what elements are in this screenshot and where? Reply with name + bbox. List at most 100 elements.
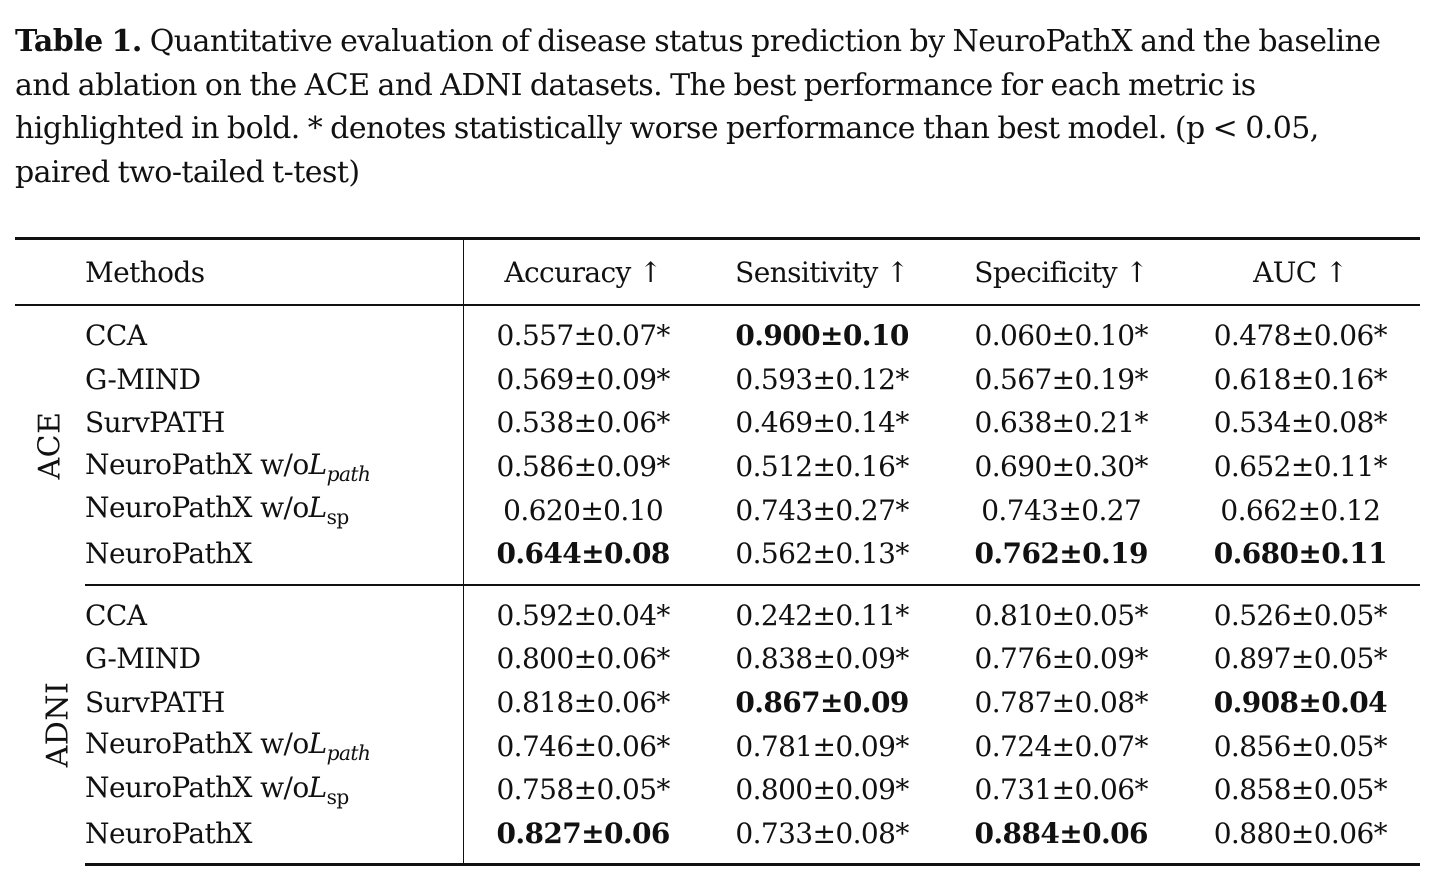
specificity-cell: 0.743±0.27 (981, 493, 1142, 527)
method-cell: G-MIND (85, 637, 464, 681)
table-row: NeuroPathX w/oLpath 0.586±0.09* 0.512±0.… (15, 444, 1420, 489)
auc-cell: 0.680±0.11 (1180, 531, 1420, 586)
table-row: NeuroPathX w/oLpath 0.746±0.06* 0.781±0.… (15, 724, 1420, 768)
accuracy-cell: 0.569±0.09* (496, 362, 670, 396)
accuracy-cell: 0.592±0.04* (496, 598, 670, 632)
specificity-cell: 0.776±0.09* (974, 642, 1149, 676)
loss-symbol: L (308, 770, 328, 804)
loss-symbol: L (308, 727, 328, 761)
sensitivity-cell: 0.867±0.09 (735, 686, 909, 720)
loss-subscript: sp (326, 784, 350, 809)
table-row: NeuroPathX w/oLsp 0.758±0.05* 0.800±0.09… (15, 767, 1420, 812)
accuracy-cell: 0.746±0.06* (496, 729, 670, 763)
method-cell: NeuroPathX w/oLpath (85, 724, 464, 768)
specificity-cell: 0.724±0.07* (974, 729, 1149, 763)
specificity-cell: 0.731±0.06* (974, 773, 1149, 807)
sensitivity-cell: 0.743±0.27* (735, 493, 909, 527)
group-label-text: ADNI (40, 681, 76, 768)
table-caption: Table 1. Quantitative evaluation of dise… (15, 20, 1415, 194)
table-row: ADNI CCA 0.592±0.04* 0.242±0.11* 0.810±0… (15, 584, 1420, 768)
auc-cell: 0.618±0.16* (1213, 362, 1388, 396)
table-row: G-MIND 0.569±0.09* 0.593±0.12* 0.567±0.1… (15, 357, 1420, 402)
specificity-cell: 0.567±0.19* (974, 362, 1149, 396)
method-cell: CCA (85, 305, 464, 358)
sensitivity-cell: 0.900±0.10 (735, 319, 909, 353)
specificity-cell: 0.884±0.06 (941, 811, 1181, 867)
loss-symbol: L (308, 447, 328, 481)
group-adni: ADNI CCA 0.592±0.04* 0.242±0.11* 0.810±0… (15, 584, 1420, 867)
auc-cell: 0.880±0.06* (1180, 811, 1420, 867)
method-cell: G-MIND (85, 357, 464, 402)
auc-cell: 0.526±0.05* (1213, 598, 1388, 632)
auc-cell: 0.858±0.05* (1213, 773, 1388, 807)
auc-cell: 0.897±0.05* (1213, 642, 1388, 676)
group-label-text: ACE (32, 411, 68, 480)
sensitivity-cell: 0.800±0.09* (735, 773, 909, 807)
header-specificity: Specificity ↑ (941, 237, 1181, 306)
auc-cell: 0.652±0.11* (1213, 450, 1388, 484)
accuracy-cell: 0.818±0.06* (496, 686, 670, 720)
header-group-cell (15, 237, 86, 306)
method-cell: NeuroPathX (85, 531, 464, 586)
sensitivity-cell: 0.733±0.08* (702, 811, 942, 867)
group-label-ace: ACE (15, 305, 85, 585)
table-header-row: Methods Accuracy ↑ Sensitivity ↑ Specifi… (15, 237, 1420, 306)
header-accuracy: Accuracy ↑ (463, 237, 703, 306)
sensitivity-cell: 0.469±0.14* (735, 406, 909, 440)
accuracy-cell: 0.586±0.09* (496, 450, 670, 484)
accuracy-cell: 0.827±0.06 (463, 811, 703, 867)
accuracy-cell: 0.644±0.08 (463, 531, 703, 586)
table-row: NeuroPathX 0.827±0.06 0.733±0.08* 0.884±… (15, 811, 1420, 867)
auc-cell: 0.478±0.06* (1213, 319, 1388, 353)
method-prefix: NeuroPathX w/o (85, 491, 309, 525)
table-row: NeuroPathX w/oLsp 0.620±0.10 0.743±0.27*… (15, 488, 1420, 532)
loss-subscript: path (326, 461, 371, 486)
method-prefix: NeuroPathX w/o (85, 727, 309, 761)
group-ace: ACE CCA 0.557±0.07* 0.900±0.10 0.060±0.1… (15, 305, 1420, 586)
sensitivity-cell: 0.593±0.12* (735, 362, 909, 396)
method-cell: NeuroPathX w/oLpath (85, 444, 464, 489)
method-cell: NeuroPathX w/oLsp (85, 767, 464, 812)
header-sensitivity: Sensitivity ↑ (702, 237, 942, 306)
accuracy-cell: 0.758±0.05* (496, 773, 670, 807)
method-cell: NeuroPathX (85, 811, 464, 867)
method-cell: NeuroPathX w/oLsp (85, 488, 464, 532)
specificity-cell: 0.810±0.05* (974, 598, 1149, 632)
specificity-cell: 0.638±0.21* (974, 406, 1149, 440)
table-row: NeuroPathX 0.644±0.08 0.562±0.13* 0.762±… (15, 531, 1420, 586)
method-prefix: NeuroPathX w/o (85, 447, 309, 481)
table-row: SurvPATH 0.538±0.06* 0.469±0.14* 0.638±0… (15, 401, 1420, 445)
table-row: ACE CCA 0.557±0.07* 0.900±0.10 0.060±0.1… (15, 305, 1420, 479)
loss-symbol: L (308, 491, 328, 525)
specificity-cell: 0.787±0.08* (974, 686, 1149, 720)
sensitivity-cell: 0.512±0.16* (735, 450, 909, 484)
sensitivity-cell: 0.242±0.11* (735, 598, 909, 632)
auc-cell: 0.908±0.04 (1213, 686, 1388, 720)
auc-cell: 0.534±0.08* (1213, 406, 1388, 440)
auc-cell: 0.662±0.12 (1220, 493, 1381, 527)
specificity-cell: 0.690±0.30* (974, 450, 1149, 484)
method-cell: CCA (85, 584, 464, 638)
method-cell: SurvPATH (85, 401, 464, 445)
accuracy-cell: 0.557±0.07* (496, 319, 670, 353)
group-label-adni: ADNI (15, 585, 85, 865)
loss-subscript: sp (326, 505, 350, 530)
specificity-cell: 0.762±0.19 (941, 531, 1181, 586)
table-row: G-MIND 0.800±0.06* 0.838±0.09* 0.776±0.0… (15, 637, 1420, 681)
header-auc: AUC ↑ (1180, 237, 1420, 306)
method-prefix: NeuroPathX w/o (85, 770, 309, 804)
loss-subscript: path (326, 741, 371, 766)
accuracy-cell: 0.620±0.10 (503, 493, 664, 527)
results-table-container: Methods Accuracy ↑ Sensitivity ↑ Specifi… (15, 237, 1420, 867)
accuracy-cell: 0.538±0.06* (496, 406, 670, 440)
accuracy-cell: 0.800±0.06* (496, 642, 670, 676)
sensitivity-cell: 0.562±0.13* (702, 531, 942, 586)
specificity-cell: 0.060±0.10* (974, 319, 1149, 353)
method-cell: SurvPATH (85, 680, 464, 725)
sensitivity-cell: 0.838±0.09* (735, 642, 909, 676)
table-row: SurvPATH 0.818±0.06* 0.867±0.09 0.787±0.… (15, 680, 1420, 725)
caption-label: Table 1. (15, 24, 142, 59)
caption-text: Quantitative evaluation of disease statu… (15, 24, 1381, 190)
results-table: Methods Accuracy ↑ Sensitivity ↑ Specifi… (15, 237, 1420, 867)
auc-cell: 0.856±0.05* (1213, 729, 1388, 763)
